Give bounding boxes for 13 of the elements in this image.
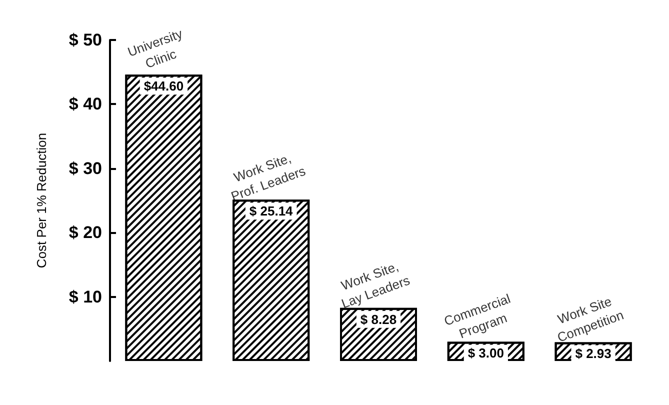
- y-tick-label: $ 50: [68, 30, 102, 50]
- y-tick-label: $ 40: [68, 94, 102, 114]
- y-tick-label: $ 10: [68, 287, 102, 306]
- data-label: $ 8.28: [360, 312, 397, 327]
- x-tick-label: Work Site, Lay Leaders: [339, 258, 412, 312]
- y-axis-title: Cost Per 1% Reduction: [34, 132, 49, 268]
- data-label: $ 25.14: [249, 204, 294, 219]
- data-label: $ 3.00: [468, 346, 504, 361]
- x-tick-label: Work Site, Prof. Leaders: [228, 150, 308, 204]
- y-tick-label: $ 20: [68, 223, 102, 242]
- data-label: $ 2.93: [575, 346, 612, 362]
- data-label: $44.60: [144, 78, 184, 94]
- y-tick-label: $ 30: [68, 158, 102, 178]
